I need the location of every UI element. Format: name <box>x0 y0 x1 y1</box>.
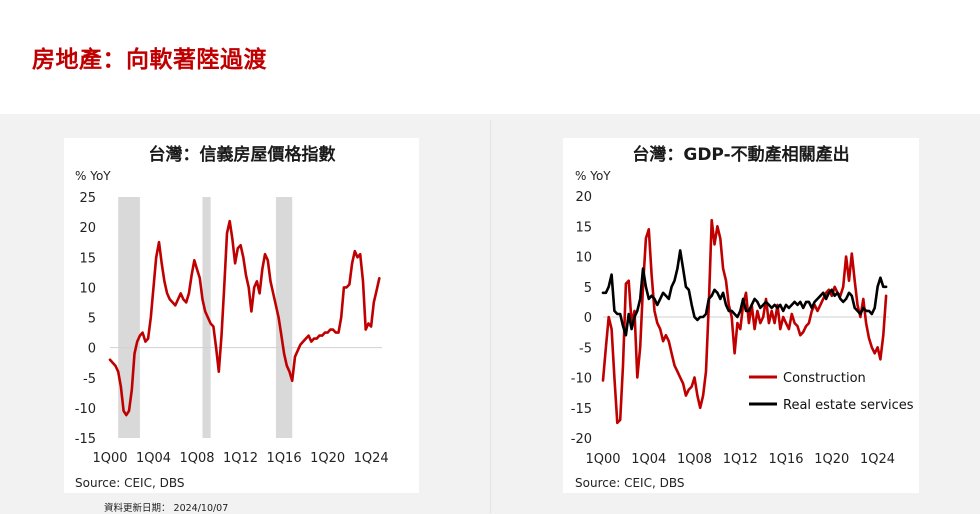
legend-label: Construction <box>783 371 866 386</box>
y-tick-label: -5 <box>579 341 592 356</box>
x-tick-label: 1Q16 <box>267 451 302 466</box>
y-tick-label: 15 <box>79 251 96 266</box>
x-tick-label: 1Q08 <box>677 452 712 467</box>
y-tick-label: 25 <box>79 191 96 206</box>
y-axis-unit-label: % YoY <box>575 169 611 183</box>
y-tick-label: 0 <box>88 342 96 357</box>
data-update-note: 資料更新日期： 2024/10/07 <box>104 503 229 514</box>
y-tick-label: -15 <box>571 402 592 417</box>
legend-label: Real estate services <box>783 398 914 413</box>
chart-panel-house-price: 台灣：信義房屋價格指數 % YoY 25 20 15 10 5 0 -5 -10 -15 1Q00 1Q… <box>64 138 419 493</box>
y-tick-label: 0 <box>584 311 592 326</box>
y-tick-label: 20 <box>575 190 592 205</box>
source-label: Source: CEIC, DBS <box>575 476 684 490</box>
shaded-period-0 <box>118 197 140 438</box>
chart-title: 台灣：GDP-不動產相關產出 <box>632 144 849 165</box>
shaded-period-2 <box>275 197 293 438</box>
y-tick-label: -10 <box>75 402 96 417</box>
y-tick-label: 10 <box>575 251 592 266</box>
x-tick-label: 1Q04 <box>136 451 171 466</box>
page-title: 房地產：向軟著陸過渡 <box>32 47 267 73</box>
series-line-real-estate-services <box>601 249 888 337</box>
y-tick-label: -20 <box>571 432 592 447</box>
y-tick-label: 5 <box>584 281 592 296</box>
x-tick-label: 1Q08 <box>180 451 215 466</box>
chart-title: 台灣：信義房屋價格指數 <box>149 144 336 165</box>
y-tick-label: 15 <box>575 220 592 235</box>
panel-divider <box>490 120 491 513</box>
x-tick-label: 1Q12 <box>223 451 258 466</box>
y-axis-unit-label: % YoY <box>75 169 111 183</box>
x-tick-label: 1Q00 <box>585 452 620 467</box>
series-line-0 <box>108 219 381 417</box>
header-band <box>0 0 980 114</box>
chart-house-price-index: 台灣：信義房屋價格指數 % YoY 25 20 15 10 5 0 -5 -10 -15 1Q00 1Q… <box>75 144 389 490</box>
y-tick-label: 5 <box>88 312 96 327</box>
series-line-construction <box>601 218 888 425</box>
x-tick-label: 1Q20 <box>814 452 849 467</box>
x-tick-label: 1Q20 <box>310 451 345 466</box>
y-tick-label: -5 <box>83 372 96 387</box>
x-tick-label: 1Q04 <box>631 452 666 467</box>
x-tick-label: 1Q16 <box>769 452 804 467</box>
y-tick-label: -10 <box>571 372 592 387</box>
x-tick-label: 1Q24 <box>860 452 895 467</box>
chart-real-estate-gdp: 台灣：GDP-不動產相關產出 % YoY 20 15 10 5 0 -5 -10 -15 -20 1Q… <box>571 144 914 490</box>
x-tick-label: 1Q24 <box>354 451 389 466</box>
source-label: Source: CEIC, DBS <box>75 476 184 490</box>
y-tick-label: -15 <box>75 432 96 447</box>
y-tick-label: 20 <box>79 221 96 236</box>
x-tick-label: 1Q00 <box>92 451 127 466</box>
x-tick-label: 1Q12 <box>723 452 758 467</box>
chart-panel-real-estate-output: 台灣：GDP-不動產相關產出 % YoY 20 15 10 5 0 -5 -10 -15 -20 1Q… <box>563 138 919 493</box>
y-tick-label: 10 <box>79 281 96 296</box>
